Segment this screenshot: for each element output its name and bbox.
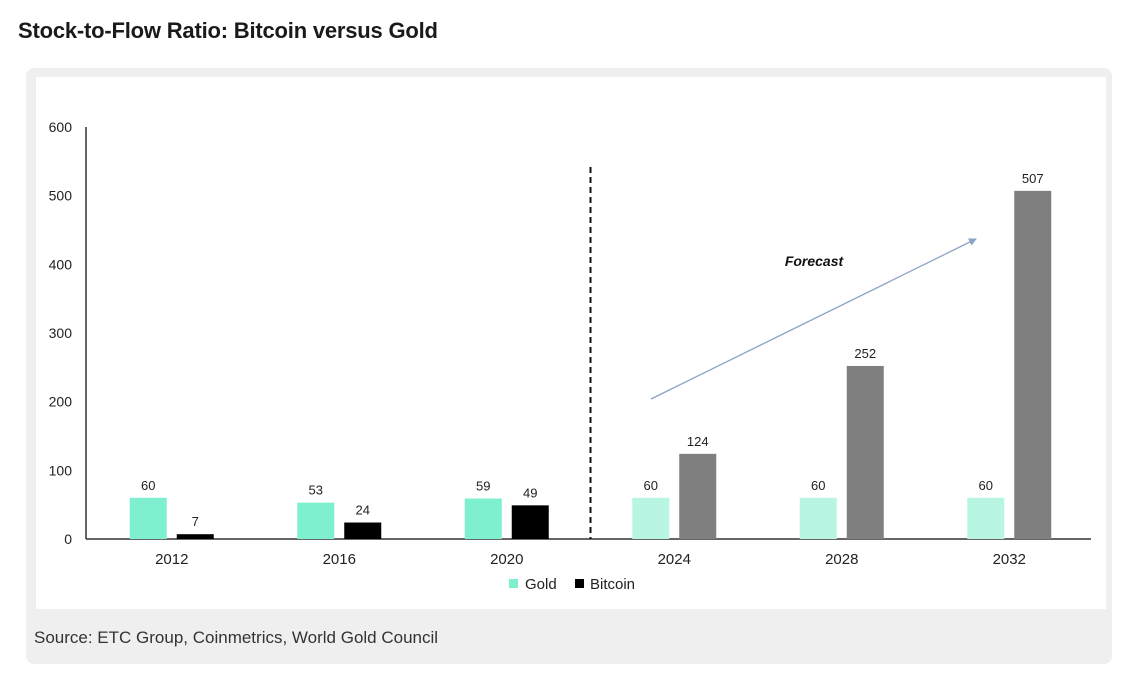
legend-gold-swatch bbox=[509, 579, 518, 588]
bitcoin-data-label: 24 bbox=[356, 503, 370, 518]
bitcoin-bar bbox=[511, 505, 549, 539]
bitcoin-data-label: 7 bbox=[192, 514, 199, 529]
gold-data-label: 60 bbox=[811, 478, 825, 493]
gold-bar bbox=[632, 497, 670, 539]
x-tick-label: 2024 bbox=[658, 551, 691, 568]
x-tick-label: 2016 bbox=[323, 551, 356, 568]
bitcoin-data-label: 507 bbox=[1022, 171, 1044, 186]
bitcoin-data-label: 124 bbox=[687, 434, 709, 449]
gold-data-label: 53 bbox=[309, 483, 323, 498]
y-tick-label: 600 bbox=[49, 119, 73, 135]
forecast-arrow bbox=[650, 238, 977, 400]
y-tick-label: 300 bbox=[49, 325, 73, 341]
x-tick-label: 2020 bbox=[490, 551, 523, 568]
gold-data-label: 59 bbox=[476, 478, 490, 493]
gold-bar bbox=[799, 497, 837, 539]
bitcoin-bar bbox=[176, 534, 214, 539]
chart-area: 0 100 200 300 400 500 600 60 7 2012 53 24 2016 59 49 20… bbox=[36, 77, 1106, 609]
bitcoin-bar bbox=[344, 522, 382, 539]
legend-bitcoin-label: Bitcoin bbox=[590, 576, 635, 593]
forecast-annotation: Forecast bbox=[785, 253, 845, 269]
legend-bitcoin-swatch bbox=[575, 579, 584, 588]
bitcoin-data-label: 49 bbox=[523, 485, 537, 500]
gold-data-label: 60 bbox=[141, 478, 155, 493]
x-tick-label: 2032 bbox=[993, 551, 1026, 568]
chart-panel: 0 100 200 300 400 500 600 60 7 2012 53 24 2016 59 49 20… bbox=[26, 68, 1112, 664]
bitcoin-data-label: 252 bbox=[854, 346, 876, 361]
y-tick-label: 500 bbox=[49, 188, 73, 204]
gold-bar bbox=[967, 497, 1005, 539]
gold-bar bbox=[297, 502, 335, 539]
x-tick-label: 2012 bbox=[155, 551, 188, 568]
y-tick-label: 400 bbox=[49, 256, 73, 272]
gold-bar bbox=[464, 498, 502, 539]
page-title: Stock-to-Flow Ratio: Bitcoin versus Gold bbox=[18, 18, 438, 43]
y-tick-label: 200 bbox=[49, 394, 73, 410]
source-note: Source: ETC Group, Coinmetrics, World Go… bbox=[34, 628, 439, 647]
bitcoin-bar bbox=[1014, 190, 1052, 540]
bitcoin-bar bbox=[679, 453, 717, 539]
gold-bar bbox=[129, 497, 167, 539]
gold-data-label: 60 bbox=[979, 478, 993, 493]
x-tick-label: 2028 bbox=[825, 551, 858, 568]
bitcoin-bar bbox=[846, 365, 884, 539]
y-tick-label: 100 bbox=[49, 462, 73, 478]
legend-gold-label: Gold bbox=[525, 576, 557, 593]
bar-chart: 0 100 200 300 400 500 600 60 7 2012 53 24 2016 59 49 20… bbox=[49, 119, 1091, 593]
y-tick-label: 0 bbox=[64, 531, 72, 547]
gold-data-label: 60 bbox=[644, 478, 658, 493]
